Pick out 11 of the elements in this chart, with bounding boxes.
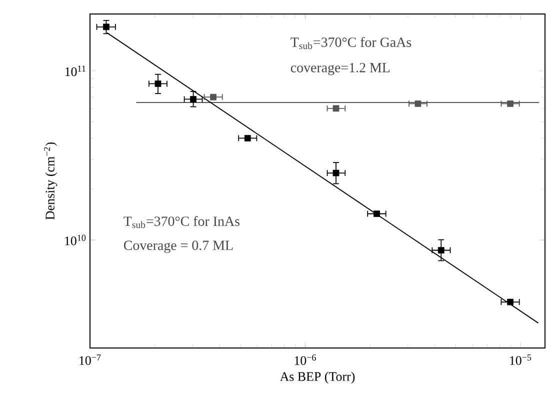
x-tick-label: 10$^{−5}$ — [510, 354, 532, 365]
y-tick-label: 10$^{11}$ — [65, 66, 86, 76]
annotation: T$_{sub}$=370°C for InAs — [124, 216, 240, 228]
x-axis-title: As BEP (Torr) — [280, 372, 355, 384]
y-axis-title: Density (cm$^{−2}$) — [44, 142, 58, 220]
y-tick-label: 10$^{10}$ — [65, 234, 86, 246]
x-tick-label: 10$^{−6}$ — [294, 354, 316, 365]
annotation: T$_{sub}$=370°C for GaAs — [290, 36, 412, 50]
annotation: Coverage = 0.7 ML — [124, 240, 233, 253]
annotation: coverage=1.2 ML — [290, 62, 390, 76]
x-tick-label: 10$^{−7}$ — [80, 354, 101, 365]
